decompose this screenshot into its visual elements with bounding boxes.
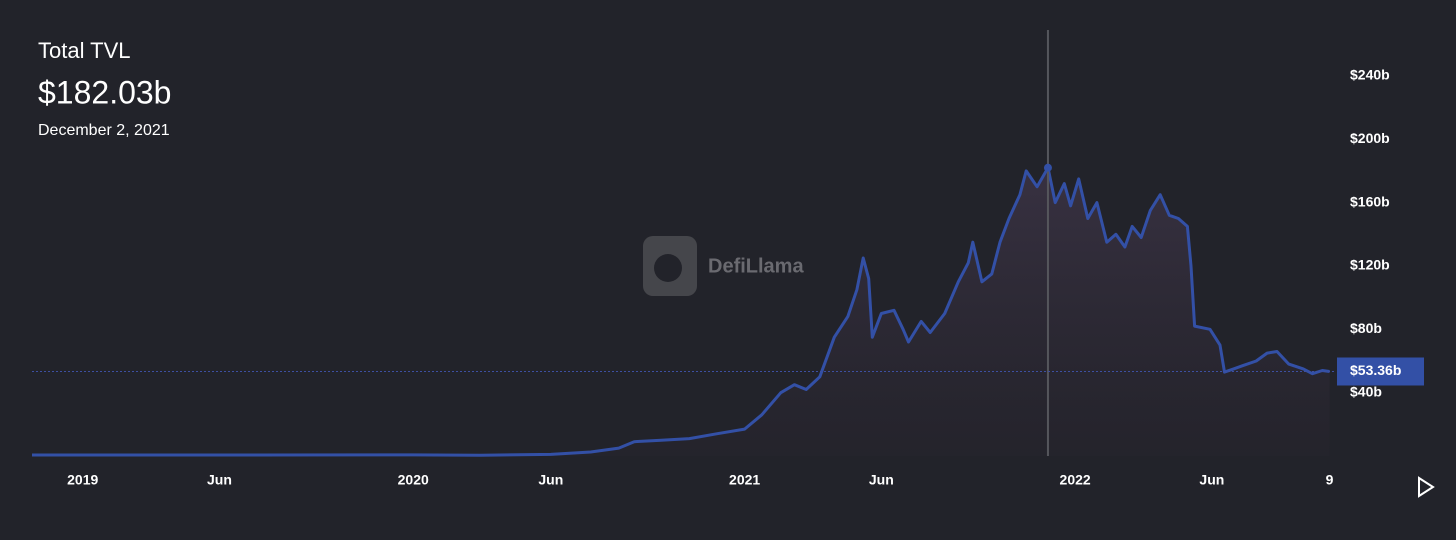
- watermark-logo: [643, 236, 697, 296]
- plot: $40b $80b $120b $160b $200b $240b 2019 Jun 2020 J…: [32, 30, 1424, 488]
- y-tick-label: $240b: [1350, 67, 1390, 83]
- play-button[interactable]: [1418, 476, 1435, 498]
- tooltip-date: December 2, 2021: [38, 122, 170, 139]
- y-tick-label: $120b: [1350, 257, 1390, 273]
- x-tick-label: Jun: [1199, 472, 1224, 488]
- x-tick-label: Jun: [207, 472, 232, 488]
- y-tick-label: $80b: [1350, 320, 1382, 336]
- x-tick-label: 2020: [398, 472, 429, 488]
- watermark: DefiLlama: [708, 255, 804, 277]
- area: [32, 167, 1330, 456]
- x-tick-label: Jun: [869, 472, 894, 488]
- hover-point: [1043, 163, 1052, 172]
- reference-label: $53.36b: [1350, 362, 1401, 378]
- x-tick-label: 2019: [67, 472, 98, 488]
- tooltip-title: Total TVL: [38, 38, 131, 63]
- reference-label-box: [1337, 357, 1424, 386]
- x-tick-label: 9: [1326, 472, 1334, 488]
- y-tick-label: $40b: [1350, 383, 1382, 399]
- x-tick-label: Jun: [538, 472, 563, 488]
- tooltip-value: $182.03b: [38, 74, 171, 110]
- x-tick-label: 2022: [1060, 472, 1091, 488]
- line: [32, 166, 1330, 457]
- y-tick-label: $160b: [1350, 193, 1390, 209]
- x-tick-label: 2021: [729, 472, 760, 488]
- y-tick-label: $200b: [1350, 130, 1390, 146]
